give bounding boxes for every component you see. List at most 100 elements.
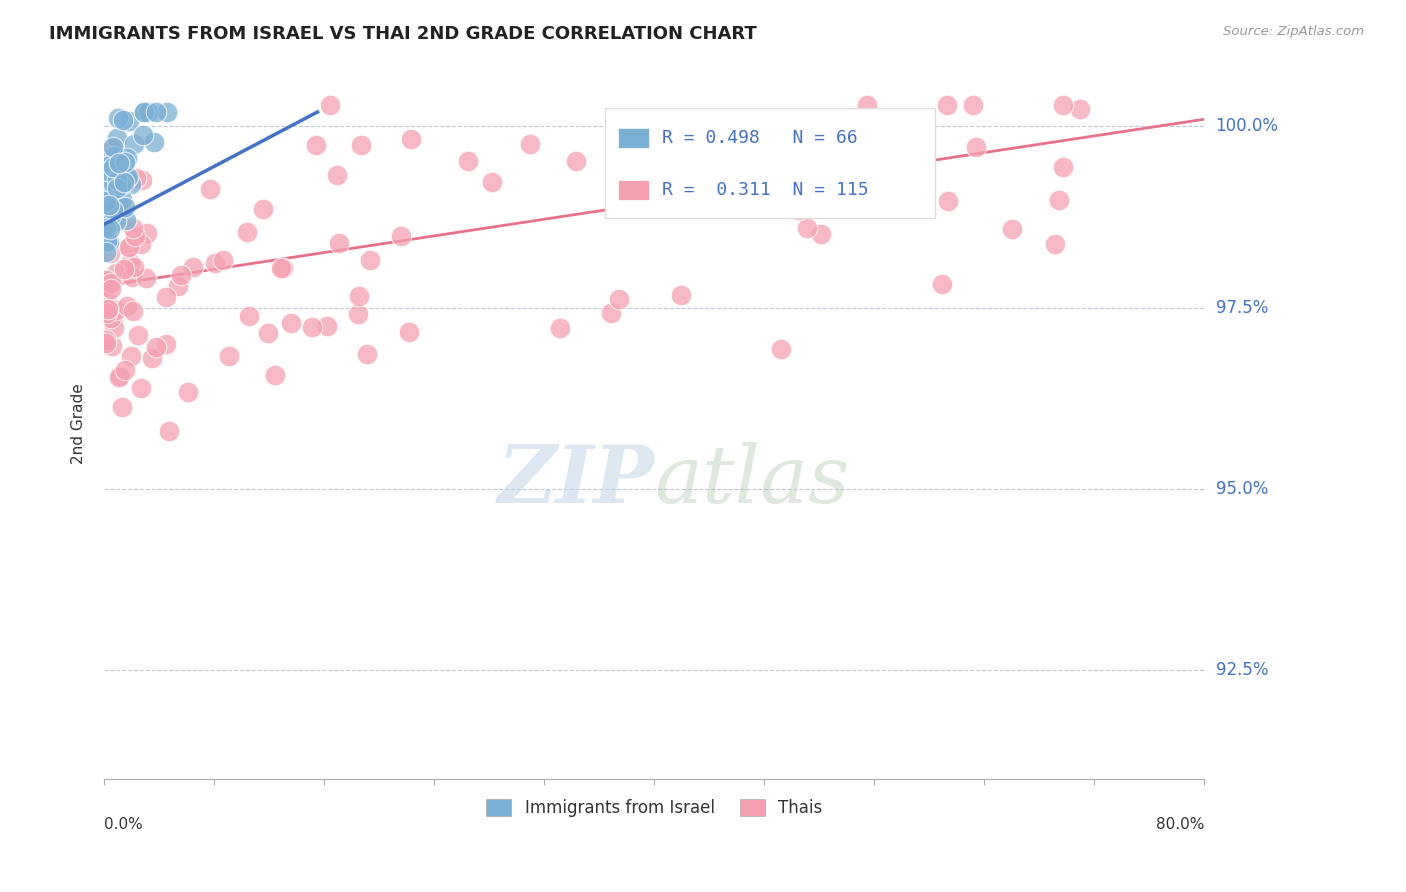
Point xyxy=(100,222,122,236)
Point xyxy=(1052,97,1074,112)
Point xyxy=(98,174,121,188)
Point xyxy=(103,206,125,220)
FancyBboxPatch shape xyxy=(619,128,648,148)
Point xyxy=(101,201,124,215)
Point xyxy=(94,212,117,227)
Point xyxy=(97,183,120,197)
Point xyxy=(305,137,328,152)
Point xyxy=(112,173,135,187)
Point xyxy=(104,165,127,179)
Point xyxy=(1052,160,1074,174)
Point xyxy=(349,137,371,152)
Point xyxy=(112,262,135,277)
Point xyxy=(347,289,370,303)
Point xyxy=(183,260,205,275)
Point xyxy=(103,176,125,190)
Point xyxy=(654,179,676,194)
Point xyxy=(94,277,117,291)
Point xyxy=(170,268,193,283)
Point xyxy=(669,287,692,301)
Text: R =  0.311  N = 115: R = 0.311 N = 115 xyxy=(662,181,869,199)
Point xyxy=(105,187,128,202)
Point xyxy=(97,198,120,212)
Point xyxy=(111,192,134,206)
Point xyxy=(845,193,868,207)
Point xyxy=(112,113,135,128)
Point xyxy=(114,201,136,215)
Point xyxy=(481,175,503,189)
Point xyxy=(457,153,479,168)
Point xyxy=(141,351,163,366)
Point xyxy=(105,302,128,317)
Point xyxy=(96,280,118,294)
Point xyxy=(114,362,136,376)
Point xyxy=(114,213,136,227)
Point xyxy=(856,97,879,112)
Text: 100.0%: 100.0% xyxy=(1216,118,1278,136)
Point xyxy=(931,277,953,291)
Point xyxy=(124,228,146,243)
Point xyxy=(112,174,135,188)
Text: 95.0%: 95.0% xyxy=(1216,480,1268,498)
Point xyxy=(218,349,240,363)
Point xyxy=(97,163,120,178)
Point xyxy=(100,310,122,325)
Point xyxy=(101,177,124,191)
Y-axis label: 2nd Grade: 2nd Grade xyxy=(72,384,86,464)
Point xyxy=(101,160,124,174)
Point xyxy=(103,140,125,154)
Point xyxy=(103,197,125,211)
Point xyxy=(136,226,159,240)
Point xyxy=(104,160,127,174)
Point xyxy=(132,105,155,120)
Point xyxy=(1047,193,1070,207)
Point xyxy=(97,301,120,316)
Text: 97.5%: 97.5% xyxy=(1216,299,1268,317)
Text: R = 0.498   N = 66: R = 0.498 N = 66 xyxy=(662,129,858,147)
Point xyxy=(796,220,818,235)
Point xyxy=(100,310,122,325)
Point xyxy=(121,270,143,285)
Point xyxy=(699,130,721,145)
Point xyxy=(238,309,260,323)
Point xyxy=(142,136,165,150)
Point xyxy=(127,327,149,342)
Point xyxy=(935,97,957,112)
Point xyxy=(550,321,572,335)
Point xyxy=(117,240,139,254)
Point xyxy=(104,194,127,209)
Point xyxy=(107,153,129,168)
Point xyxy=(135,271,157,285)
Point xyxy=(359,252,381,267)
Point xyxy=(131,173,153,187)
Point xyxy=(103,194,125,208)
Point xyxy=(94,273,117,287)
Point xyxy=(138,105,160,120)
Legend: Immigrants from Israel, Thais: Immigrants from Israel, Thais xyxy=(479,792,830,823)
Point xyxy=(167,279,190,293)
Point xyxy=(104,149,127,163)
Point xyxy=(936,194,959,209)
Point xyxy=(122,260,145,275)
Point xyxy=(156,105,179,120)
Point xyxy=(98,195,121,210)
Point xyxy=(389,229,412,244)
Point xyxy=(94,337,117,351)
Point xyxy=(111,174,134,188)
Point xyxy=(107,112,129,126)
Point xyxy=(118,256,141,270)
Point xyxy=(105,181,128,195)
Point xyxy=(105,173,128,187)
Point xyxy=(129,236,152,251)
Point xyxy=(132,105,155,120)
Point xyxy=(100,276,122,290)
Point xyxy=(94,278,117,293)
Text: 92.5%: 92.5% xyxy=(1216,661,1268,679)
Point xyxy=(96,305,118,319)
Text: 80.0%: 80.0% xyxy=(1156,817,1205,832)
Point xyxy=(198,182,221,196)
Point xyxy=(100,169,122,184)
Point xyxy=(347,307,370,321)
Point xyxy=(101,194,124,209)
Point xyxy=(204,256,226,270)
